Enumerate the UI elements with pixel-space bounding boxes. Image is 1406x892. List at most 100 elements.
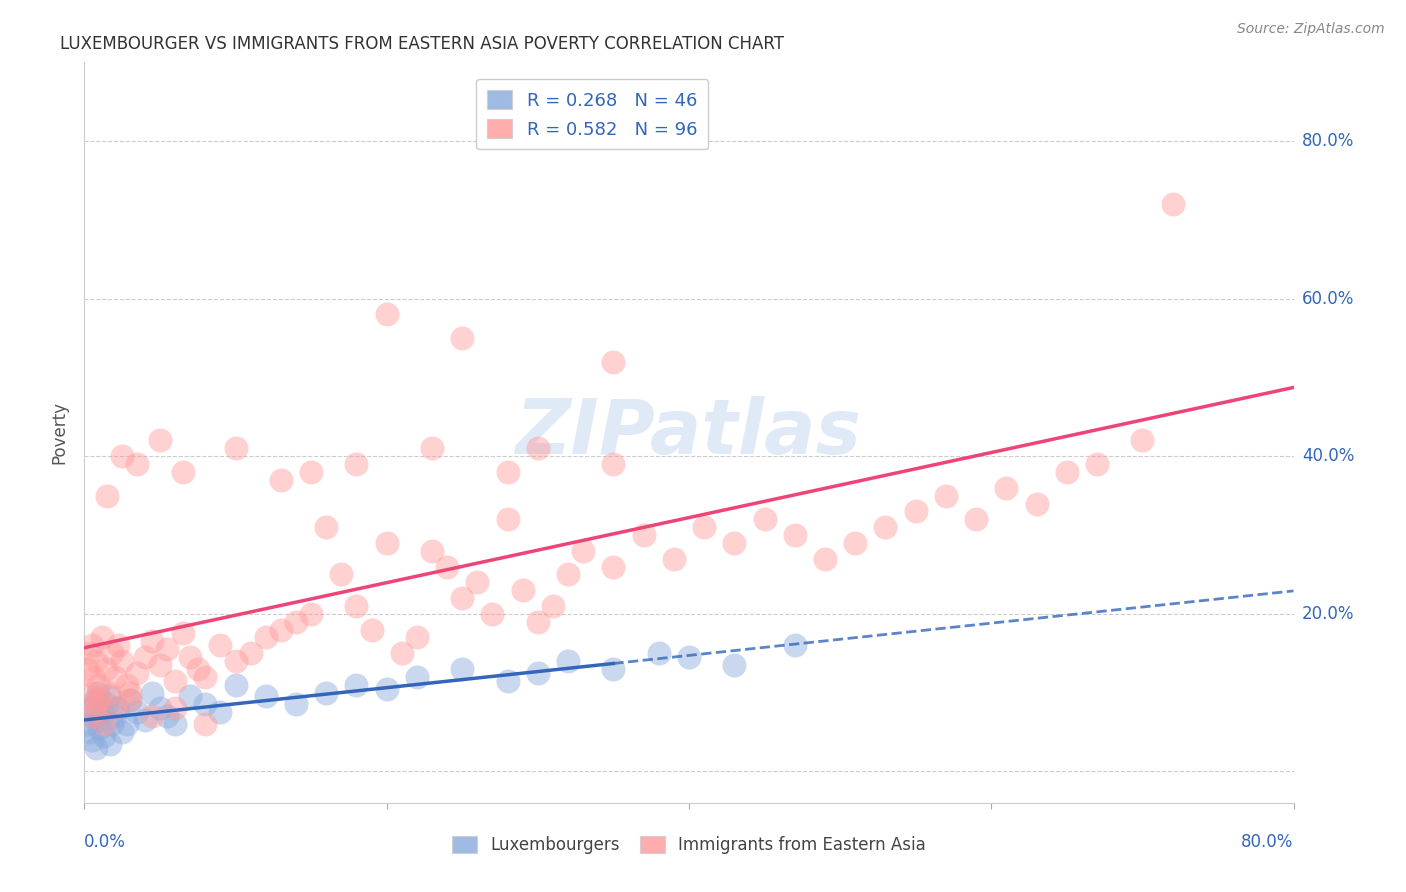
Point: [496, 465, 519, 479]
Point: [602, 457, 624, 471]
Point: [285, 698, 308, 712]
Point: [96, 698, 118, 712]
Point: [96, 489, 118, 503]
Point: [391, 646, 413, 660]
Point: [98, 737, 121, 751]
Point: [451, 591, 474, 605]
Point: [86, 693, 108, 707]
Point: [1130, 434, 1153, 448]
Point: [134, 713, 156, 727]
Point: [90, 713, 112, 727]
Point: [86, 654, 108, 668]
Point: [814, 551, 837, 566]
Point: [115, 717, 138, 731]
Point: [602, 355, 624, 369]
Point: [115, 678, 138, 692]
Point: [451, 662, 474, 676]
Point: [783, 638, 806, 652]
Point: [141, 685, 163, 699]
Point: [225, 678, 247, 692]
Point: [512, 583, 534, 598]
Point: [89, 693, 111, 707]
Point: [79, 685, 101, 699]
Point: [77, 725, 100, 739]
Point: [209, 705, 232, 719]
Point: [602, 662, 624, 676]
Point: [436, 559, 458, 574]
Point: [420, 543, 443, 558]
Point: [315, 685, 337, 699]
Point: [527, 665, 550, 680]
Point: [1085, 457, 1108, 471]
Point: [346, 457, 368, 471]
Point: [93, 717, 115, 731]
Point: [118, 685, 141, 699]
Point: [80, 709, 103, 723]
Point: [149, 657, 172, 672]
Point: [299, 465, 322, 479]
Point: [754, 512, 776, 526]
Text: Source: ZipAtlas.com: Source: ZipAtlas.com: [1237, 22, 1385, 37]
Point: [82, 709, 104, 723]
Legend: Luxembourgers, Immigrants from Eastern Asia: Luxembourgers, Immigrants from Eastern A…: [446, 830, 932, 861]
Point: [315, 520, 337, 534]
Point: [330, 567, 353, 582]
Point: [557, 654, 579, 668]
Point: [225, 654, 247, 668]
Point: [194, 717, 217, 731]
Point: [1025, 496, 1047, 510]
Point: [172, 626, 194, 640]
Point: [254, 690, 277, 704]
Point: [194, 698, 217, 712]
Point: [165, 701, 187, 715]
Point: [375, 681, 398, 696]
Point: [76, 717, 98, 731]
Point: [165, 673, 187, 688]
Point: [602, 559, 624, 574]
Point: [127, 705, 149, 719]
Text: 60.0%: 60.0%: [1302, 290, 1354, 308]
Point: [299, 607, 322, 621]
Point: [127, 665, 149, 680]
Point: [572, 543, 595, 558]
Point: [118, 693, 141, 707]
Point: [496, 512, 519, 526]
Point: [678, 650, 700, 665]
Point: [467, 575, 489, 590]
Point: [194, 670, 217, 684]
Point: [527, 442, 550, 456]
Point: [783, 528, 806, 542]
Point: [97, 685, 120, 699]
Point: [94, 662, 117, 676]
Point: [141, 709, 163, 723]
Point: [79, 701, 101, 715]
Point: [82, 670, 104, 684]
Point: [285, 615, 308, 629]
Point: [141, 634, 163, 648]
Text: 0.0%: 0.0%: [84, 833, 127, 851]
Point: [118, 693, 141, 707]
Point: [346, 599, 368, 613]
Point: [875, 520, 897, 534]
Point: [904, 504, 927, 518]
Point: [77, 646, 100, 660]
Point: [97, 690, 120, 704]
Point: [270, 473, 292, 487]
Point: [481, 607, 503, 621]
Point: [84, 701, 107, 715]
Point: [179, 650, 201, 665]
Point: [100, 646, 122, 660]
Point: [149, 434, 172, 448]
Point: [270, 623, 292, 637]
Point: [127, 457, 149, 471]
Point: [239, 646, 262, 660]
Point: [965, 512, 987, 526]
Point: [149, 701, 172, 715]
Point: [346, 678, 368, 692]
Point: [496, 673, 519, 688]
Point: [84, 693, 107, 707]
Point: [723, 657, 745, 672]
Text: 80.0%: 80.0%: [1302, 132, 1354, 150]
Point: [187, 662, 209, 676]
Point: [89, 721, 111, 735]
